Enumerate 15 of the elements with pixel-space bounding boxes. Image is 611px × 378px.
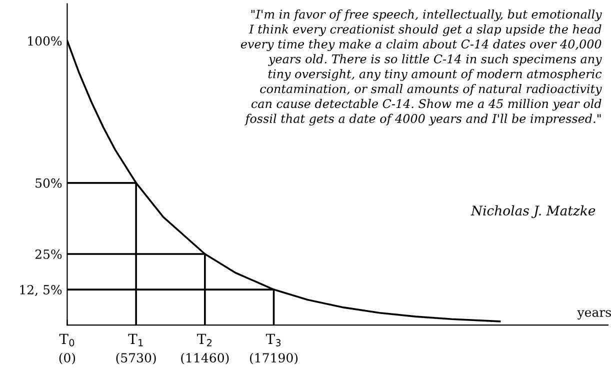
annotation: T$_{1}$ <box>128 334 143 346</box>
annotation: Nicholas J. Matzke <box>470 205 596 218</box>
y-tick-label: 25% <box>35 249 62 259</box>
annotation: T$_{2}$ <box>197 334 212 346</box>
y-tick-label: 100% <box>28 36 62 46</box>
x-tick-label: (17190) <box>250 352 298 364</box>
annotation: "I'm in favor of free speech, intellectually, but emotionally I think every creationist should get a slap upside the head every time they make a claim about C-14 dates over 40,000 years old. There is so little C-14 in such specimens any tiny oversight, any tiny amount of modern atmospheric contamination, or small amounts of natural radioactivity can cause detectable C-14. Show me a 45 million year old fossil that gets a date of 4000 years and I'll be impressed." <box>240 9 602 126</box>
x-tick-label: (5730) <box>116 352 156 364</box>
x-axis-title: years <box>577 310 611 320</box>
annotation: T$_{3}$ <box>266 334 281 346</box>
text: T$_{0}$ <box>59 334 74 346</box>
y-tick-label: 50% <box>36 178 62 188</box>
x-tick-label: (0) <box>59 352 76 364</box>
x-tick-label: (11460) <box>181 352 229 364</box>
y-tick-label: 12, 5% <box>20 285 62 296</box>
